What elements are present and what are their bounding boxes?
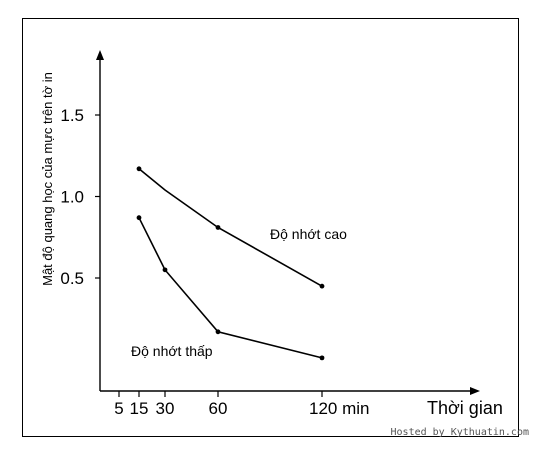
y-tick-label: 1.0 [60,188,84,207]
watermark-text: Hosted by Kythuatin.com [390,427,529,438]
axes [96,50,480,395]
x-tick-label: 5 [114,399,123,418]
data-point [136,215,142,221]
y-axis-label: Mật độ quang học của mực trên tờ in [40,72,55,286]
data-point [215,225,221,230]
data-point [215,329,221,335]
data-point [319,283,325,289]
data-point [319,355,325,361]
y-tick-label: 0.5 [60,269,84,288]
x-tick-label: 30 [156,399,175,418]
series-label: Độ nhớt thấp [131,343,213,359]
series: Độ nhớt cao Độ nhớt thấp [131,166,347,361]
x-tick-label: 120 min [309,399,369,418]
x-axis-label: Thời gian [427,398,503,418]
x-tick-label: 15 [130,399,149,418]
series-label: Độ nhớt cao [270,226,347,242]
ticks: 0.5 1.0 1.5 5 15 30 60 120 min [60,106,369,418]
y-tick-label: 1.5 [60,106,84,125]
y-axis-arrowhead [96,50,104,60]
x-tick-label: 60 [209,399,228,418]
x-axis-arrowhead [470,387,480,395]
data-point [162,267,168,273]
series-line [138,217,323,359]
data-point [136,166,142,172]
figure-frame [22,18,519,437]
series-line [138,168,323,287]
